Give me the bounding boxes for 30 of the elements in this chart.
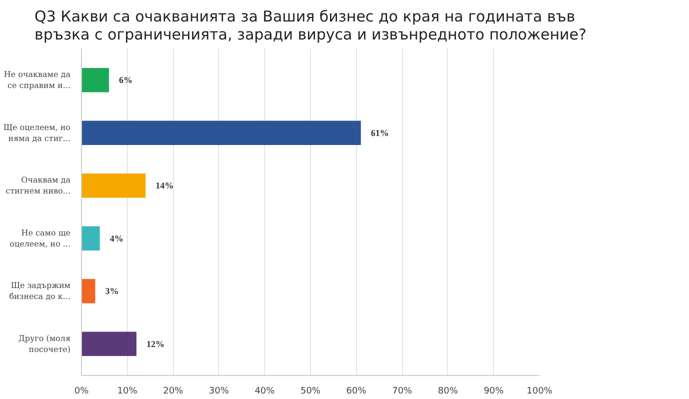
x-tick-label: 0% [74,386,90,396]
x-tick-label: 90% [484,386,504,396]
x-tick-label: 100% [526,386,553,396]
data-label: 12% [146,338,164,349]
chart-title: Q3 Какви са очакванията за Вашия бизнес до края на годината във връзка с ограниченията, заради вируса и извънредното положение? [34,8,586,44]
bar [82,278,96,304]
bar [82,68,109,92]
bar [82,120,361,146]
x-tick-label: 80% [438,386,458,396]
y-tick-label: Ще задържим бизнеса до к... [9,281,71,302]
x-tick-label: 40% [254,386,276,396]
x-tick-label: 50% [300,386,321,396]
data-label: 4% [110,233,124,244]
y-tick-label: Не само ще оцелеем, но ... [10,228,71,248]
y-tick-label: Не очакваме да се справим и... [4,70,71,90]
y-tick-label: Ще оцелеем, но няма да стиг... [3,122,71,143]
x-tick-label: 60% [346,386,367,396]
data-label: 14% [156,180,174,191]
x-tick-label: 30% [208,386,230,396]
bar [82,332,136,356]
data-label: 61% [370,128,389,138]
y-tick-label: Очаквам да стигнем ниво... [6,176,71,196]
x-tick-label: 20% [163,386,184,396]
data-label: 6% [118,75,132,86]
bar [82,174,146,198]
x-tick-label: 70% [392,386,413,396]
bar [82,226,100,250]
data-label: 3% [105,286,119,296]
x-tick-label: 10% [117,386,138,396]
y-tick-label: Друго (моля посочете) [18,334,70,354]
